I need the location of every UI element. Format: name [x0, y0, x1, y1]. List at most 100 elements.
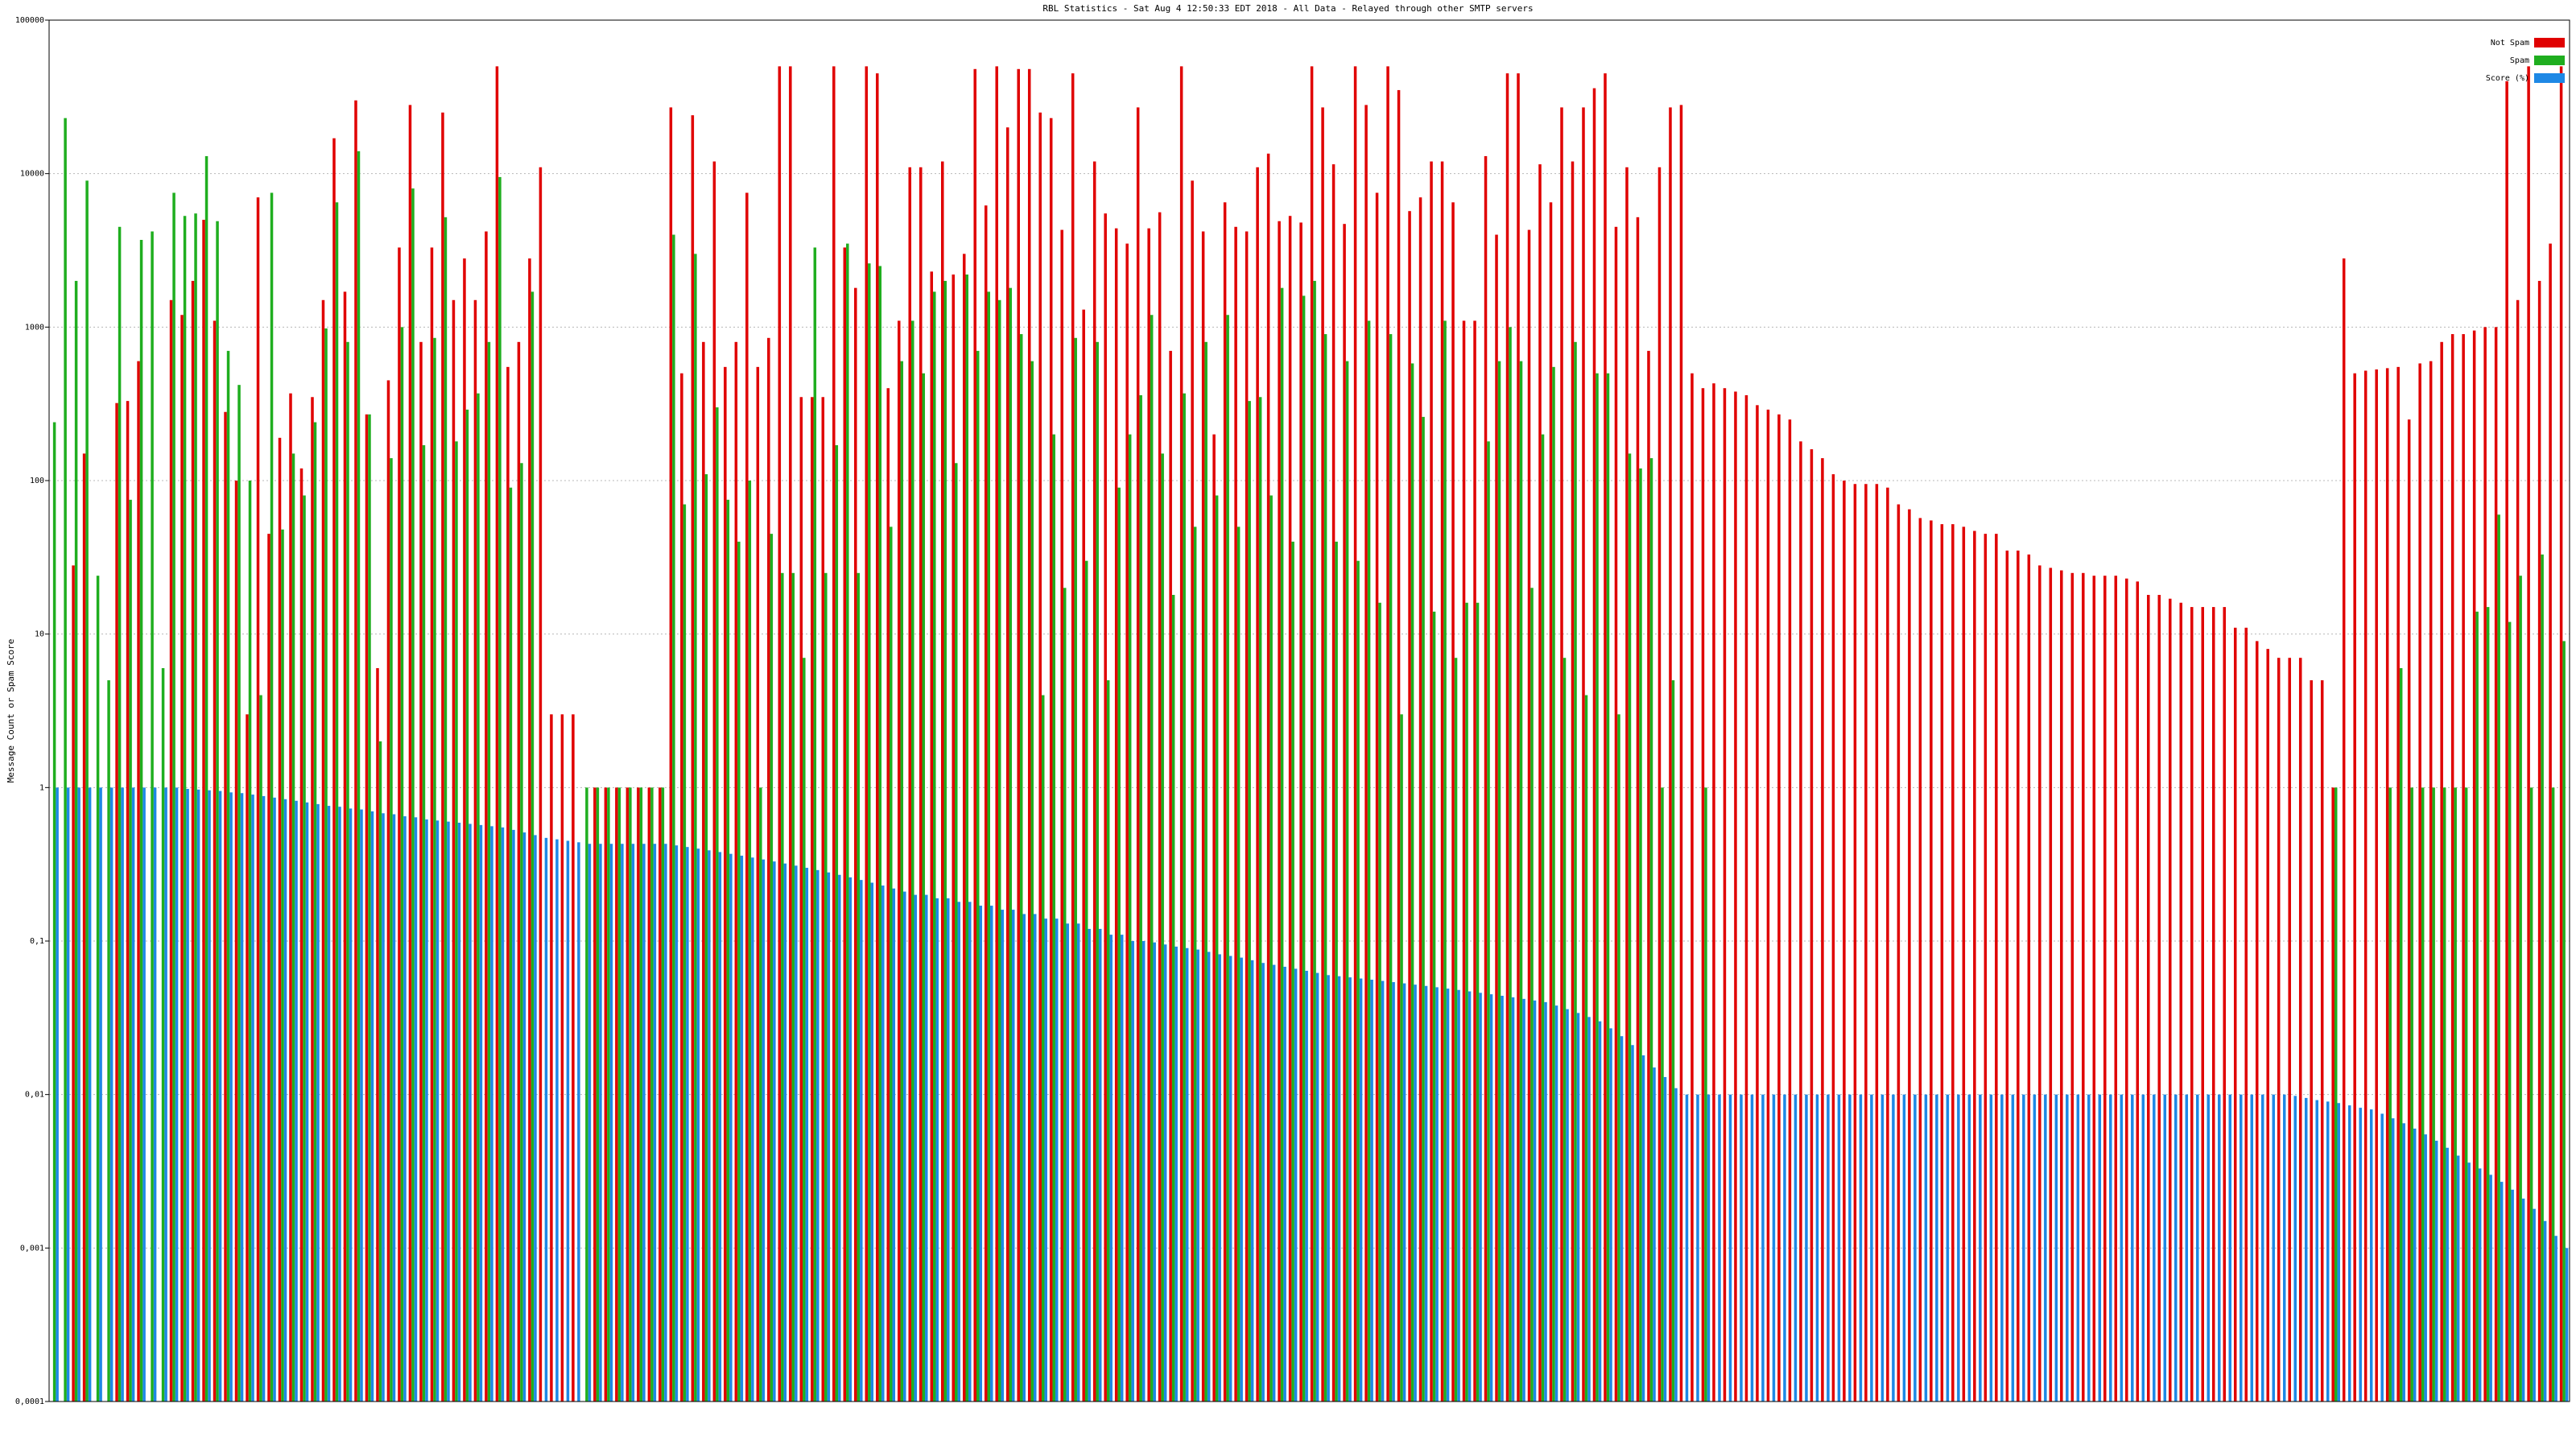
- bar: [2359, 1108, 2362, 1402]
- bar: [957, 902, 961, 1402]
- bar: [473, 299, 477, 1402]
- bar: [803, 658, 806, 1402]
- bar: [256, 197, 260, 1402]
- bar: [718, 852, 722, 1402]
- bar: [1150, 315, 1154, 1402]
- bar: [2054, 1094, 2058, 1402]
- bar: [886, 388, 890, 1402]
- bar: [989, 906, 993, 1402]
- bar: [1027, 68, 1031, 1402]
- bar: [1258, 397, 1262, 1402]
- bar: [1462, 320, 1466, 1402]
- bar: [1356, 560, 1360, 1402]
- bar: [1212, 434, 1216, 1402]
- bar: [1631, 1045, 1634, 1402]
- bar: [1009, 287, 1012, 1402]
- bar: [1685, 1094, 1689, 1402]
- bar: [1560, 107, 1563, 1402]
- bar: [208, 790, 211, 1402]
- bar: [2450, 334, 2454, 1402]
- bar: [378, 741, 382, 1402]
- bar: [922, 373, 926, 1402]
- bar: [283, 799, 287, 1402]
- bar: [1957, 1094, 1960, 1402]
- bar: [2049, 568, 2053, 1402]
- bar: [621, 844, 624, 1402]
- bar: [2533, 1208, 2536, 1402]
- bar: [1554, 1005, 1558, 1402]
- bar: [1457, 989, 1460, 1402]
- bar: [952, 275, 956, 1402]
- bar: [1487, 441, 1490, 1402]
- bar: [729, 853, 733, 1402]
- bar: [1476, 602, 1480, 1402]
- bar: [2070, 572, 2074, 1402]
- bar: [2521, 1198, 2525, 1402]
- bar: [1649, 458, 1653, 1402]
- bar: [2440, 341, 2443, 1402]
- bar: [1125, 243, 1129, 1402]
- bar: [2489, 1174, 2492, 1402]
- bar: [762, 859, 766, 1402]
- bar: [835, 445, 839, 1402]
- bar: [278, 437, 282, 1402]
- bar: [1104, 213, 1107, 1402]
- bar: [2424, 1134, 2427, 1402]
- bar: [1163, 944, 1167, 1402]
- bar: [338, 807, 341, 1402]
- bar: [1723, 388, 1727, 1402]
- bar: [2432, 787, 2435, 1402]
- bar: [1139, 394, 1142, 1402]
- bar: [365, 414, 369, 1402]
- bar: [577, 842, 580, 1402]
- bar: [1620, 1036, 1624, 1402]
- bar: [2169, 598, 2172, 1402]
- bar: [708, 850, 711, 1402]
- bar: [997, 299, 1001, 1402]
- bar: [1875, 484, 1879, 1402]
- bar: [2109, 1094, 2112, 1402]
- bar: [1827, 1094, 1830, 1402]
- bar: [789, 66, 792, 1402]
- bar: [555, 839, 559, 1402]
- bar: [824, 572, 828, 1402]
- bar: [501, 827, 505, 1402]
- bar: [2288, 658, 2291, 1402]
- bar: [615, 787, 618, 1402]
- bar: [1098, 928, 1102, 1402]
- bar: [126, 401, 130, 1402]
- bar: [1223, 202, 1227, 1402]
- bar: [270, 192, 274, 1402]
- bar: [1074, 337, 1077, 1402]
- bar: [1353, 66, 1357, 1402]
- bar: [1375, 192, 1379, 1402]
- bar: [1033, 914, 1037, 1402]
- bar: [1335, 541, 1338, 1402]
- bar: [1772, 1094, 1776, 1402]
- bar: [2092, 576, 2096, 1402]
- bar: [1497, 361, 1501, 1402]
- bar: [299, 468, 303, 1402]
- bar: [1218, 954, 1221, 1402]
- bar: [1288, 216, 1292, 1402]
- bar: [99, 787, 102, 1402]
- bar: [2223, 607, 2226, 1402]
- bar: [452, 299, 456, 1402]
- legend-label: Spam: [2510, 56, 2529, 65]
- bar: [1647, 350, 1650, 1402]
- bar: [1979, 1094, 1982, 1402]
- bar: [1117, 487, 1121, 1402]
- bar: [1011, 910, 1015, 1402]
- bar: [368, 414, 371, 1402]
- bar: [813, 247, 817, 1402]
- bar: [773, 861, 776, 1402]
- bar: [2543, 1220, 2547, 1402]
- bar: [1348, 977, 1352, 1402]
- bar: [1783, 1094, 1786, 1402]
- bar: [1815, 1094, 1819, 1402]
- bar: [1511, 997, 1515, 1402]
- y-tick-label: 0,1: [30, 937, 44, 946]
- bar: [2136, 581, 2140, 1402]
- bar: [1370, 980, 1373, 1402]
- bar: [1908, 509, 1911, 1402]
